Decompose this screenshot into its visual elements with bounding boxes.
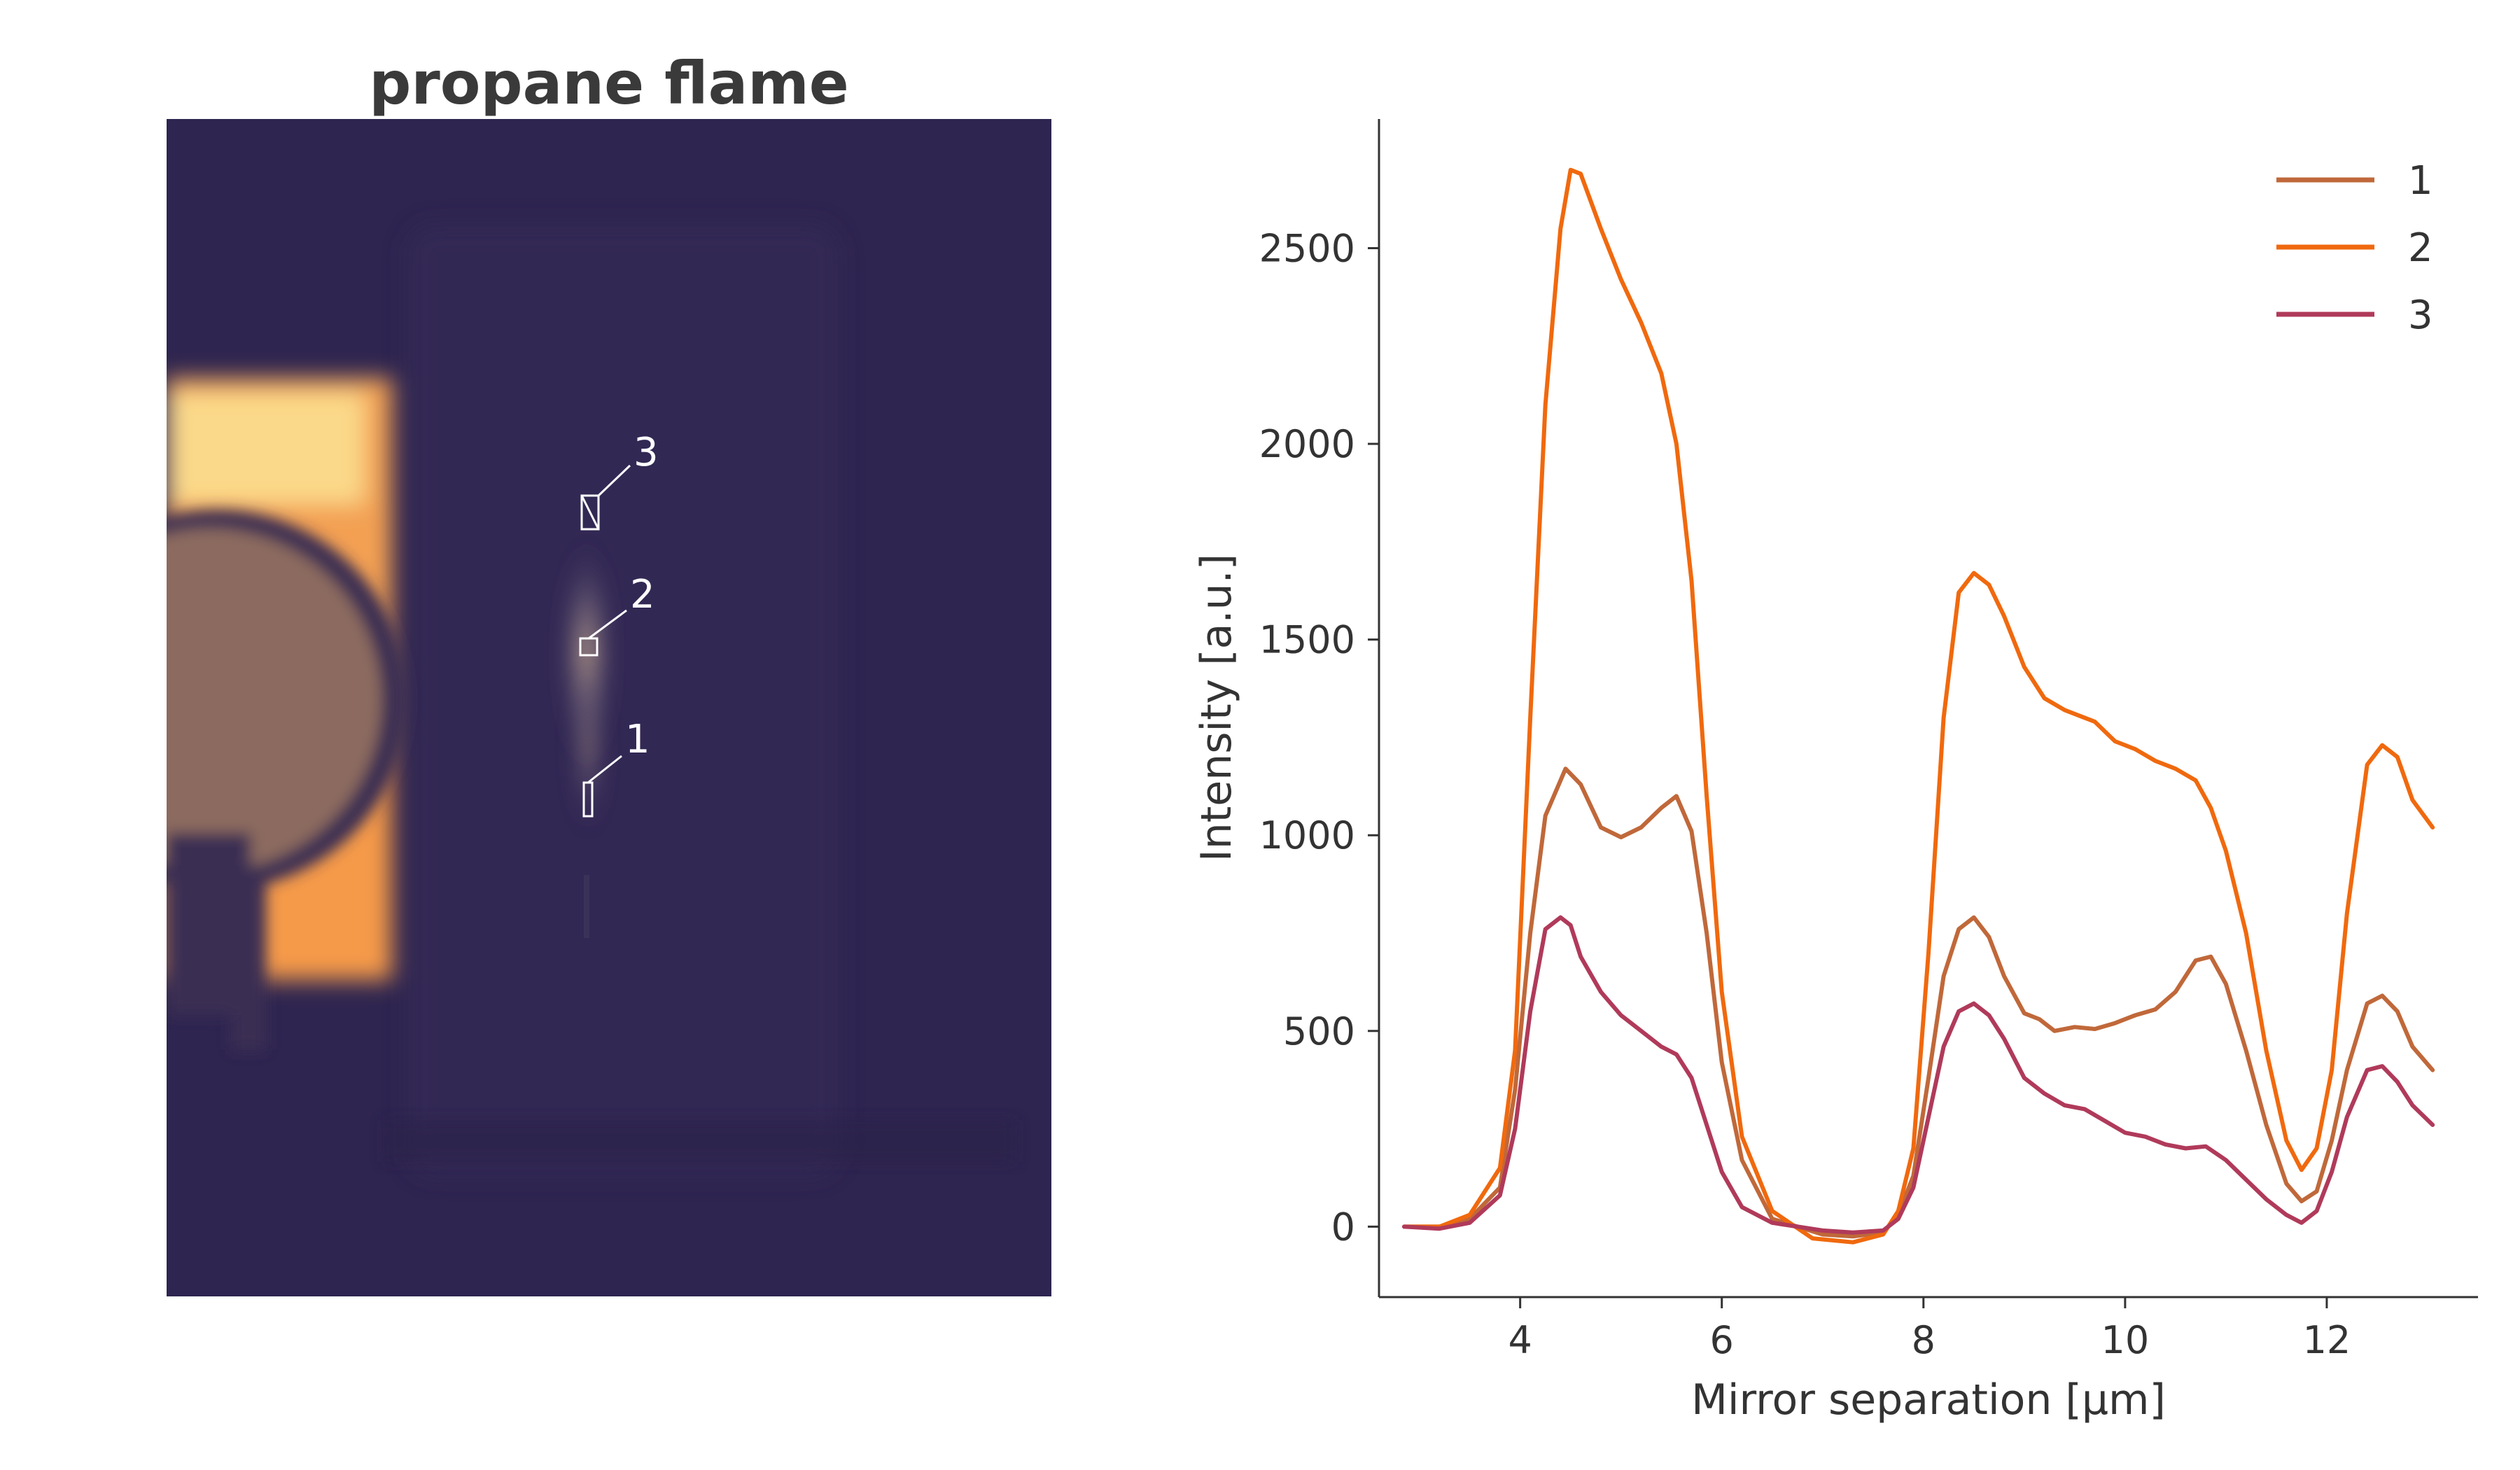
flame-image: 1 2 3 (167, 119, 1051, 1296)
burner-tip (584, 875, 589, 938)
marker-3-label: 3 (634, 430, 659, 475)
marker-1: 1 (582, 717, 650, 818)
legend: 1 2 3 (2276, 158, 2433, 338)
marker-2: 2 (579, 572, 655, 657)
series-line-1 (1402, 766, 2435, 1239)
lens-ring (167, 510, 407, 1050)
legend-label-2: 2 (2408, 225, 2433, 271)
y-tick-label-0: 0 (1331, 1205, 1355, 1249)
series-line-3 (1402, 915, 2435, 1235)
image-floor (385, 1120, 1015, 1162)
marker-2-leader (588, 609, 627, 640)
legend-label-3: 3 (2408, 293, 2433, 338)
x-tick-label-3: 10 (2101, 1318, 2150, 1362)
series-line-2 (1402, 167, 2435, 1245)
x-tick-label-4: 12 (2303, 1318, 2351, 1362)
marker-2-label: 2 (630, 572, 655, 617)
y-tick-label-4: 2000 (1259, 422, 1355, 466)
marker-1-leader (587, 755, 622, 784)
y-tick-label-1: 500 (1283, 1009, 1355, 1054)
series-lines (1402, 167, 2435, 1245)
x-axis-label: Mirror separation [µm] (1691, 1376, 2166, 1424)
y-axis-label: Intensity [a.u.] (1192, 554, 1241, 862)
x-ticks: 4 6 8 10 12 (1508, 1297, 2351, 1362)
marker-3-leader (597, 464, 631, 497)
y-ticks: 0 500 1000 1500 2000 2500 (1259, 227, 1379, 1249)
x-tick-label-2: 8 (1912, 1318, 1935, 1362)
x-tick-label-1: 6 (1710, 1318, 1734, 1362)
marker-3-diagonal (580, 495, 600, 530)
legend-label-1: 1 (2408, 158, 2433, 204)
image-haze (406, 224, 840, 1176)
y-tick-label-5: 2500 (1259, 227, 1355, 271)
marker-1-label: 1 (625, 717, 650, 762)
y-tick-label-2: 1000 (1259, 813, 1355, 858)
marker-3: 3 (580, 430, 659, 531)
marker-3-box (580, 494, 600, 531)
y-tick-label-3: 1500 (1259, 618, 1355, 662)
flame-tail (571, 665, 605, 833)
x-tick-label-0: 4 (1508, 1318, 1532, 1362)
image-title: propane flame (369, 49, 849, 118)
